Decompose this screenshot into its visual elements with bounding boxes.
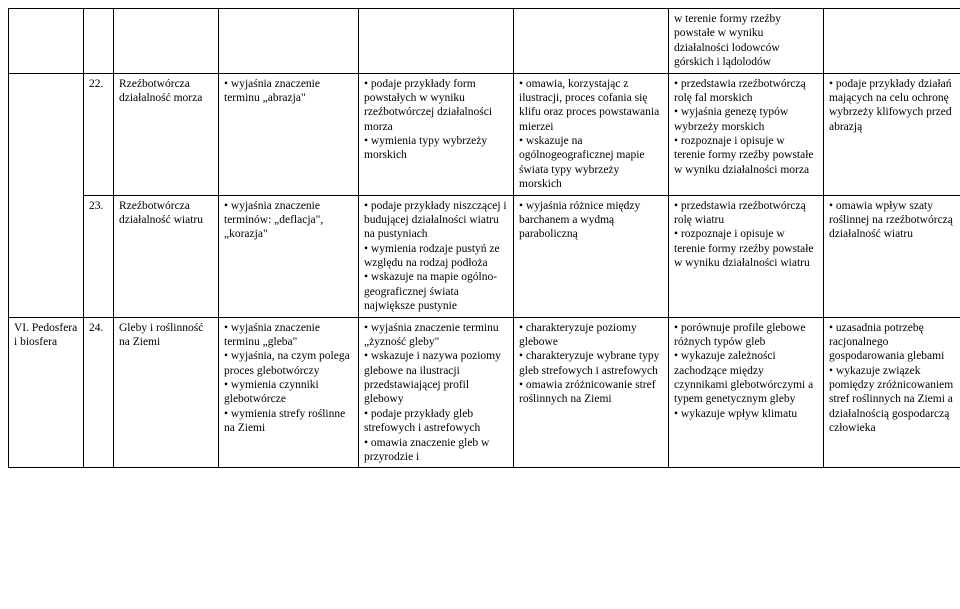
table-row: 22.Rzeźbotwórcza działalność morza• wyja…: [9, 73, 960, 195]
col1-cell: [219, 9, 359, 74]
section-cell: [9, 9, 84, 74]
col1-cell: • wyjaśnia znaczenie terminu „abrazja": [219, 73, 359, 195]
number-cell: 24.: [84, 317, 114, 468]
col5-cell: • uzasadnia potrzebę racjonalnego gospod…: [824, 317, 960, 468]
col4-cell: • przedstawia rzeźbotwórczą rolę fal mor…: [669, 73, 824, 195]
col5-cell: • podaje przykłady działań mających na c…: [824, 73, 960, 195]
table-row: w terenie formy rzeźby powstałe w wyniku…: [9, 9, 960, 74]
title-cell: [114, 9, 219, 74]
title-cell: Rzeźbotwórcza działalność morza: [114, 73, 219, 195]
curriculum-table: w terenie formy rzeźby powstałe w wyniku…: [8, 8, 960, 468]
number-cell: 22.: [84, 73, 114, 195]
section-cell: [9, 73, 84, 317]
col3-cell: • wyjaśnia różnice między barchanem a wy…: [514, 195, 669, 317]
number-cell: [84, 9, 114, 74]
number-cell: 23.: [84, 195, 114, 317]
col4-cell: w terenie formy rzeźby powstałe w wyniku…: [669, 9, 824, 74]
col2-cell: • podaje przykłady form powstałych w wyn…: [359, 73, 514, 195]
col2-cell: • podaje przykłady niszczącej i budujące…: [359, 195, 514, 317]
title-cell: Rzeźbotwórcza działalność wiatru: [114, 195, 219, 317]
col5-cell: [824, 9, 960, 74]
table-row: VI. Pedosfera i biosfera24.Gleby i rośli…: [9, 317, 960, 468]
col3-cell: [514, 9, 669, 74]
title-cell: Gleby i roślinność na Ziemi: [114, 317, 219, 468]
col4-cell: • porównuje profile glebowe różnych typó…: [669, 317, 824, 468]
col3-cell: • charakteryzuje poziomy glebowe• charak…: [514, 317, 669, 468]
col5-cell: • omawia wpływ szaty roślinnej na rzeźbo…: [824, 195, 960, 317]
section-cell: VI. Pedosfera i biosfera: [9, 317, 84, 468]
col2-cell: [359, 9, 514, 74]
col1-cell: • wyjaśnia znaczenie terminów: „deflacja…: [219, 195, 359, 317]
table-row: 23.Rzeźbotwórcza działalność wiatru• wyj…: [9, 195, 960, 317]
col2-cell: • wyjaśnia znaczenie terminu „żyzność gl…: [359, 317, 514, 468]
col3-cell: • omawia, korzystając z ilustracji, proc…: [514, 73, 669, 195]
col4-cell: • przedstawia rzeźbotwórczą rolę wiatru•…: [669, 195, 824, 317]
col1-cell: • wyjaśnia znaczenie terminu „gleba"• wy…: [219, 317, 359, 468]
